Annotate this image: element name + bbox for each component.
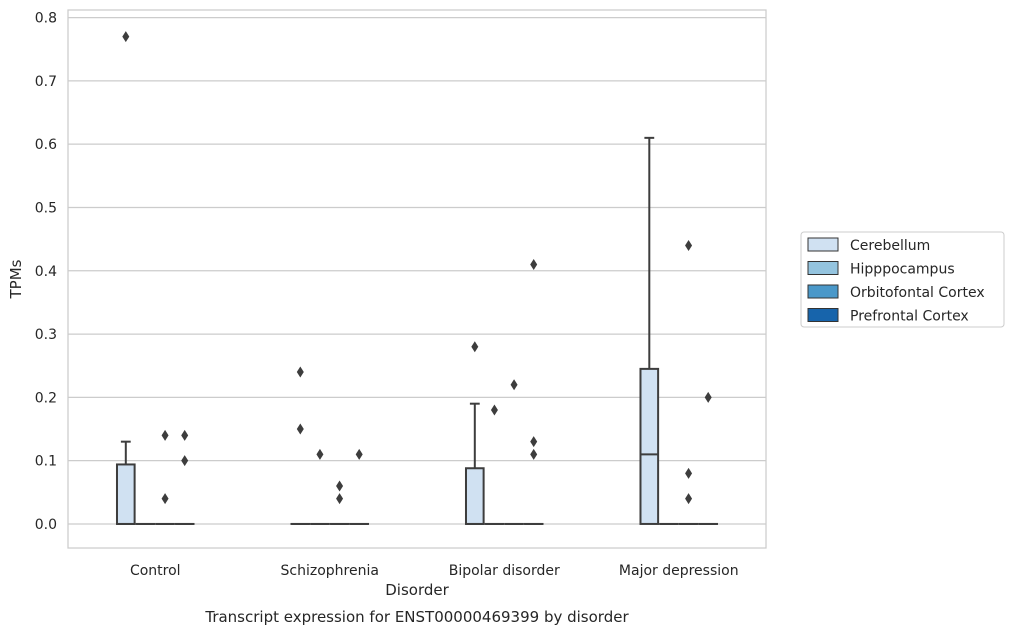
box-2-1 (329, 480, 350, 525)
legend-label: Hipppocampus (850, 262, 955, 278)
y-axis-title: TPMs (7, 259, 25, 299)
legend-label: Orbitofontal Cortex (850, 285, 985, 301)
x-tick-label: Major depression (619, 563, 739, 579)
legend-swatch (807, 237, 839, 252)
outlier-point (161, 493, 169, 505)
box-1-2 (484, 404, 505, 525)
box-3-3 (698, 391, 719, 525)
y-tick-label: 0.8 (35, 11, 57, 27)
box-2-3 (678, 239, 699, 525)
box-3-0 (174, 429, 195, 525)
y-tick-label: 0.4 (35, 264, 57, 280)
outlier-point (296, 423, 304, 435)
y-tick-label: 0.5 (35, 200, 57, 216)
box-body (464, 467, 485, 525)
y-tick-label: 0.0 (35, 517, 57, 533)
x-tick-label: Bipolar disorder (449, 563, 560, 579)
outlier-point (181, 429, 189, 441)
box-3-2 (523, 258, 544, 525)
y-tick-label: 0.2 (35, 390, 57, 406)
chart-caption: Transcript expression for ENST0000046939… (204, 608, 629, 626)
legend-swatch (807, 284, 839, 299)
legend-swatch (807, 261, 839, 275)
boxes (115, 31, 719, 525)
y-tick-label: 0.3 (35, 327, 57, 343)
outlier-point (355, 448, 363, 460)
outlier-point (530, 436, 538, 448)
outlier-point (704, 391, 712, 403)
outlier-point (336, 480, 344, 492)
box-0-1 (290, 366, 311, 525)
outlier-point (530, 448, 538, 460)
legend: Cerebellum Hipppocampus Orbitofontal Corte… (800, 231, 1005, 328)
box-0-0 (115, 31, 136, 525)
outlier-point (530, 258, 538, 270)
y-tick-label: 0.1 (35, 454, 57, 470)
outlier-point (181, 455, 189, 467)
box-body (115, 463, 136, 525)
legend-swatch (807, 308, 839, 322)
legend-label: Prefrontal Cortex (850, 309, 969, 325)
outlier-point (316, 448, 324, 460)
box-2-2 (504, 379, 524, 525)
plot-background (68, 10, 766, 548)
outlier-point (685, 493, 693, 505)
outlier-point (336, 493, 344, 505)
box-0-2 (464, 341, 485, 525)
outlier-point (685, 239, 693, 251)
outlier-point (161, 429, 169, 441)
x-tick-label: Control (130, 563, 181, 579)
plot-frame (67, 9, 767, 549)
legend-label: Cerebellum (850, 238, 930, 254)
y-tick-label: 0.6 (35, 137, 57, 153)
outlier-point (510, 379, 518, 391)
box-0-3 (639, 136, 660, 525)
box-1-1 (310, 448, 330, 525)
y-tick-labels: 0.0 0.1 0.2 0.3 0.4 0.5 0.6 0.7 0.8 (35, 11, 57, 533)
x-tick-label: Schizophrenia (281, 563, 379, 579)
outlier-point (122, 31, 130, 43)
outlier-point (490, 404, 498, 416)
box-2-0 (155, 429, 175, 525)
x-axis-title: Disorder (385, 581, 449, 599)
box-3-1 (349, 448, 370, 525)
outlier-point (685, 467, 693, 479)
y-tick-label: 0.7 (35, 74, 57, 90)
box-body (639, 367, 660, 525)
x-tick-labels: Control Schizophrenia Bipolar disorder Majo… (130, 563, 739, 579)
outlier-point (471, 341, 479, 353)
legend-frame (800, 231, 1005, 328)
outlier-point (296, 366, 304, 378)
